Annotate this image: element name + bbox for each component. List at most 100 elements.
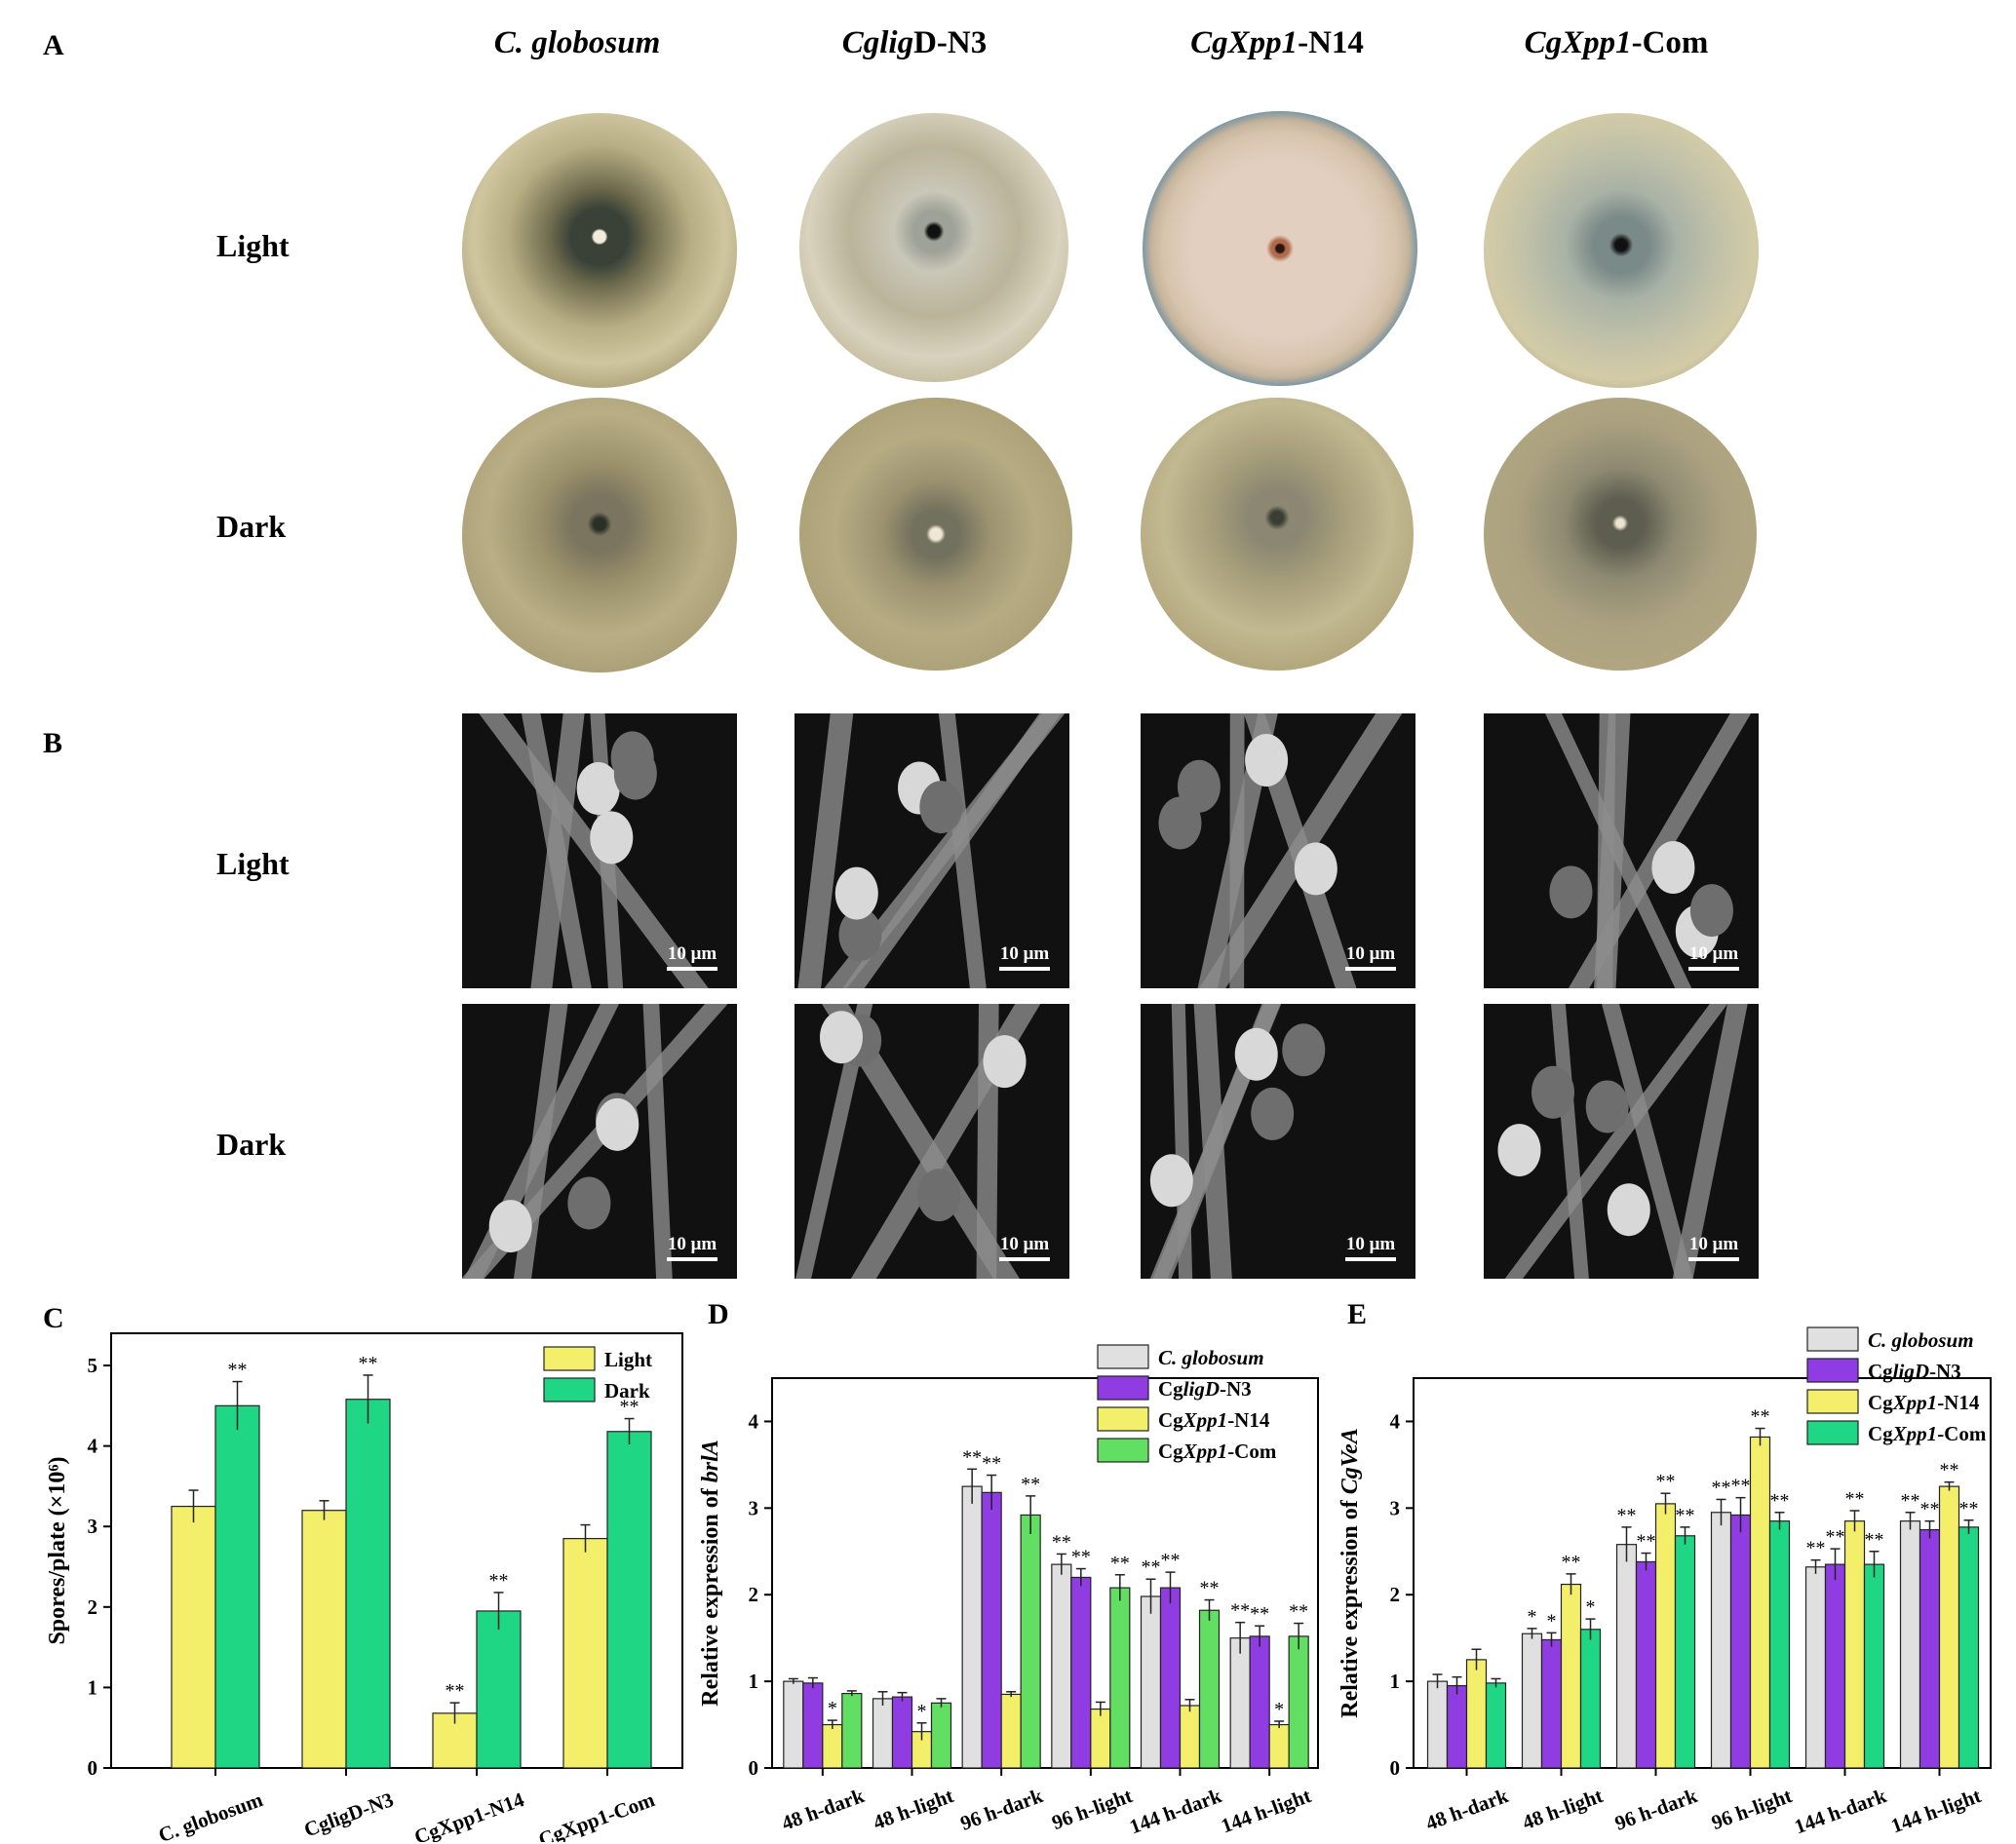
- bar: [981, 1491, 1002, 1769]
- colony-plate-image: [1484, 113, 1759, 388]
- y-tick-label: 4: [1390, 1409, 1401, 1433]
- significance-label: *: [917, 1701, 927, 1722]
- bar: [841, 1692, 863, 1769]
- significance-label: *: [1547, 1610, 1557, 1632]
- y-tick-label: 4: [88, 1435, 98, 1458]
- bar: [1000, 1693, 1022, 1769]
- panel-a-column-header: CgligD-N3: [841, 25, 988, 60]
- x-tick-label: 48 h-light: [870, 1784, 956, 1834]
- bar: [872, 1698, 894, 1769]
- bar: [1109, 1587, 1131, 1769]
- significance-label: *: [1528, 1606, 1537, 1628]
- bar: [171, 1505, 216, 1769]
- legend-label: C. globosum: [1868, 1328, 1974, 1352]
- legend-swatch: [1097, 1438, 1149, 1463]
- colony-plate-image: [1484, 398, 1757, 671]
- panel-a-column-header: CgXpp1-N14: [1190, 25, 1364, 60]
- bar: [802, 1682, 824, 1769]
- legend-label: CgligD-N3: [1158, 1377, 1252, 1401]
- y-tick-label: 0: [1390, 1756, 1401, 1780]
- bar: [1179, 1705, 1201, 1769]
- significance-label: **: [962, 1446, 982, 1468]
- y-tick-label: 1: [1390, 1670, 1401, 1693]
- significance-label: **: [1676, 1505, 1695, 1526]
- sem-micrograph-image: 10 μm: [462, 1004, 737, 1279]
- y-tick-label: 0: [749, 1756, 759, 1780]
- significance-label: **: [1617, 1505, 1637, 1526]
- panel-c-chart: 0 1 2 3 4 5 Spores/plate (×10⁶) ** C. globosum **…: [43, 1302, 683, 1842]
- significance-label: **: [446, 1680, 465, 1702]
- significance-label: **: [1806, 1538, 1826, 1559]
- colony-plate-image: [1143, 111, 1417, 386]
- bar: [1268, 1723, 1290, 1769]
- x-tick-label: 144 h-light: [1218, 1784, 1314, 1837]
- scale-bar-label: 10 μm: [1689, 943, 1739, 964]
- bar: [1288, 1635, 1309, 1769]
- significance-label: **: [1865, 1529, 1884, 1551]
- legend-label: CgligD-N3: [1868, 1360, 1961, 1383]
- significance-label: **: [228, 1360, 248, 1381]
- legend-label: CgXpp1-Com: [1158, 1440, 1277, 1463]
- sem-micrograph-image: 10 μm: [1484, 713, 1759, 988]
- panel-letter: D: [708, 1298, 729, 1330]
- y-tick-label: 2: [749, 1583, 759, 1606]
- bar: [301, 1510, 347, 1769]
- bar: [1198, 1609, 1221, 1769]
- scale-bar-label: 10 μm: [1000, 943, 1050, 964]
- significance-label: *: [828, 1698, 837, 1719]
- x-tick-label: CgligD-N3: [301, 1787, 397, 1841]
- panel-e-chart: 0 1 2 3 4 Relative expression of CgVeA 48 h-da…: [1338, 1298, 1992, 1838]
- legend-label: C. globosum: [1158, 1346, 1264, 1369]
- bar: [1446, 1684, 1468, 1769]
- x-tick-label: 96 h-light: [1049, 1784, 1136, 1834]
- bar: [1710, 1512, 1732, 1769]
- bar: [606, 1431, 652, 1769]
- bar: [1919, 1528, 1941, 1769]
- bar: [1485, 1682, 1507, 1769]
- significance-label: **: [1289, 1601, 1308, 1623]
- x-tick-label: 96 h-dark: [957, 1784, 1046, 1835]
- bar: [1020, 1514, 1041, 1769]
- panel-a-letter: A: [43, 29, 64, 61]
- significance-label: **: [489, 1570, 509, 1592]
- panel-a-row-label-dark: Dark: [216, 509, 287, 544]
- legend-label: CgXpp1-N14: [1158, 1408, 1270, 1432]
- y-tick-label: 0: [88, 1756, 98, 1780]
- bar: [1958, 1526, 1980, 1769]
- x-tick-label: C. globosum: [155, 1787, 266, 1842]
- scale-bar-label: 10 μm: [668, 1234, 717, 1254]
- sem-micrograph-image: 10 μm: [1484, 1004, 1759, 1279]
- colony-plate-image: [799, 398, 1072, 671]
- significance-label: *: [1586, 1596, 1596, 1618]
- significance-label: **: [1901, 1490, 1920, 1512]
- scale-bar-label: 10 μm: [668, 943, 717, 964]
- bar: [1521, 1633, 1543, 1769]
- significance-label: **: [1959, 1498, 1979, 1519]
- bar: [822, 1723, 843, 1769]
- bar: [961, 1485, 983, 1769]
- legend-swatch: [1097, 1344, 1149, 1369]
- significance-label: **: [359, 1353, 378, 1374]
- significance-label: *: [1274, 1699, 1284, 1720]
- x-tick-label: 48 h-dark: [1422, 1784, 1511, 1835]
- bar: [1090, 1708, 1111, 1769]
- significance-label: **: [1052, 1531, 1071, 1553]
- legend-swatch: [543, 1377, 596, 1402]
- legend-label: CgXpp1-Com: [1868, 1422, 1987, 1445]
- x-tick-label: 144 h-dark: [1126, 1784, 1224, 1838]
- legend-label: CgXpp1-N14: [1868, 1391, 1980, 1414]
- legend-swatch: [1097, 1375, 1149, 1401]
- significance-label: **: [1920, 1499, 1940, 1520]
- legend-label: Dark: [604, 1379, 650, 1402]
- significance-label: **: [1637, 1531, 1656, 1553]
- bar: [1070, 1576, 1092, 1769]
- y-tick-label: 1: [88, 1675, 98, 1699]
- y-tick-label: 2: [88, 1595, 98, 1619]
- legend-swatch: [1806, 1326, 1859, 1352]
- significance-label: **: [1071, 1547, 1091, 1568]
- legend-label: Light: [604, 1348, 652, 1371]
- scale-bar-label: 10 μm: [1346, 943, 1396, 964]
- bar: [1615, 1544, 1638, 1769]
- x-tick-label: 144 h-dark: [1791, 1784, 1889, 1838]
- significance-label: **: [1110, 1553, 1130, 1574]
